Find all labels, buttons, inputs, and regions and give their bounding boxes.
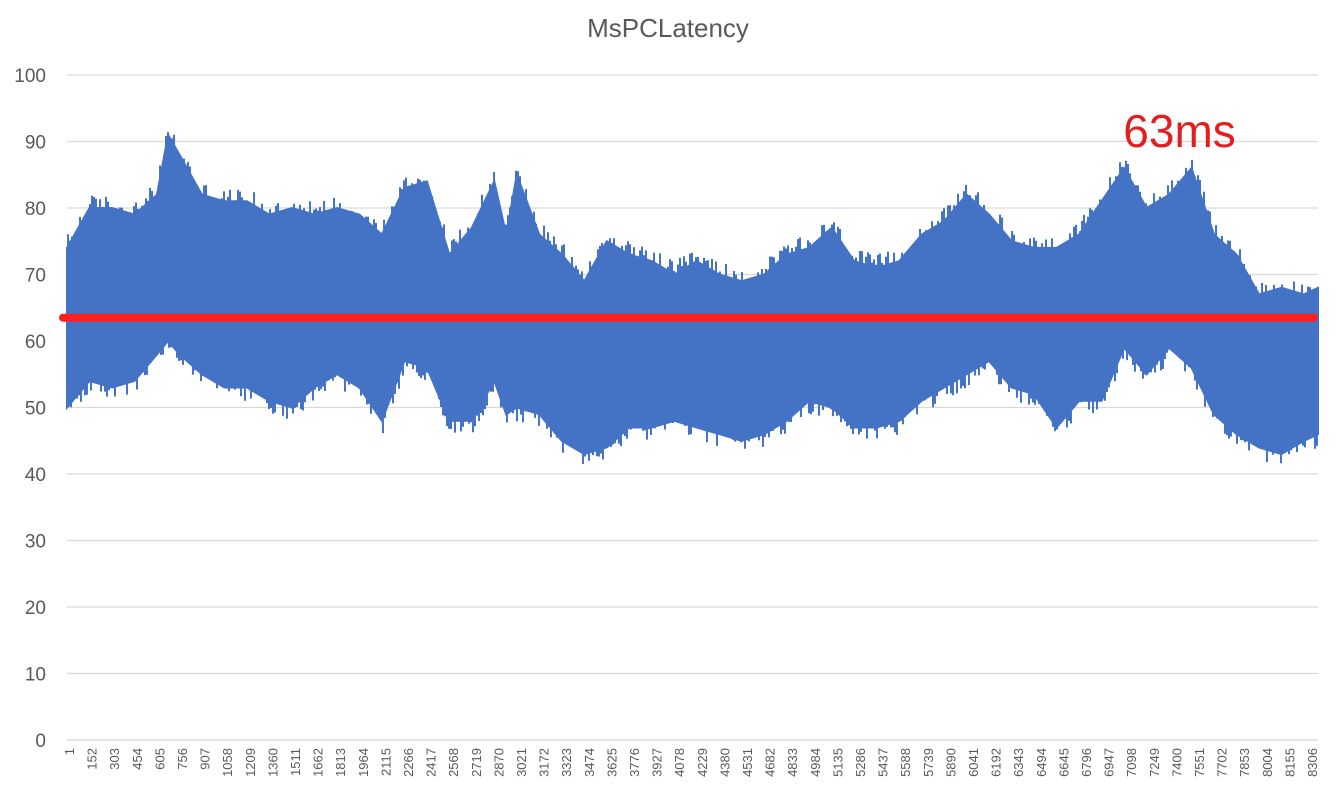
y-tick-label: 70 [25, 266, 46, 287]
x-tick-label: 4833 [785, 748, 800, 777]
y-tick-label: 50 [25, 399, 46, 420]
x-tick-label: 1360 [265, 748, 280, 777]
x-tick-label: 6947 [1102, 748, 1117, 777]
x-tick-label: 1662 [311, 748, 326, 777]
x-tick-label: 7098 [1124, 748, 1139, 777]
x-tick-label: 2115 [378, 748, 393, 776]
x-tick-label: 8306 [1305, 748, 1320, 777]
x-tick-label: 7249 [1147, 748, 1162, 777]
x-tick-label: 1058 [220, 748, 235, 777]
x-tick-label: 3021 [514, 748, 529, 777]
y-axis: 0 10 20 30 40 50 60 70 80 90 100 [14, 66, 46, 752]
x-tick-label: 5588 [898, 748, 913, 777]
x-tick-label: 4682 [763, 748, 778, 777]
x-tick-label: 605 [152, 748, 167, 770]
x-tick-label: 4531 [740, 748, 755, 777]
x-tick-label: 4078 [672, 748, 687, 777]
x-tick-label: 7853 [1237, 748, 1252, 777]
x-tick-label: 5739 [921, 748, 936, 777]
x-tick-label: 6796 [1079, 748, 1094, 777]
y-tick-label: 90 [25, 133, 46, 154]
x-tick-label: 5135 [830, 748, 845, 777]
x-tick-label: 6041 [966, 748, 981, 777]
x-tick-label: 2266 [401, 748, 416, 777]
x-tick-label: 7702 [1215, 748, 1230, 777]
x-tick-label: 1964 [356, 748, 371, 777]
x-tick-label: 2417 [424, 748, 439, 777]
x-tick-label: 756 [175, 748, 190, 770]
x-tick-label: 5890 [943, 748, 958, 777]
x-tick-label: 4984 [808, 748, 823, 777]
x-tick-label: 3927 [650, 748, 665, 777]
x-tick-label: 1511 [288, 748, 303, 776]
x-tick-label: 7551 [1192, 748, 1207, 777]
x-tick-label: 2719 [469, 748, 484, 777]
x-tick-label: 3172 [537, 748, 552, 777]
y-tick-label: 20 [25, 598, 46, 619]
y-tick-label: 10 [25, 665, 46, 686]
x-tick-label: 7400 [1169, 748, 1184, 777]
average-latency-label: 63ms [1123, 105, 1235, 157]
x-tick-label: 3474 [582, 748, 597, 777]
y-tick-label: 0 [35, 731, 46, 752]
y-tick-label: 40 [25, 465, 46, 486]
x-tick-label: 5286 [853, 748, 868, 777]
chart-title: MsPCLatency [587, 13, 749, 43]
series-layer [66, 132, 1319, 464]
x-tick-label: 4380 [717, 748, 732, 777]
y-tick-label: 30 [25, 532, 46, 553]
series-latency [66, 132, 1319, 464]
x-tick-label: 454 [130, 748, 145, 770]
x-tick-label: 303 [107, 748, 122, 770]
x-tick-label: 1 [62, 748, 77, 755]
series-line [67, 132, 1318, 464]
x-tick-label: 2870 [491, 748, 506, 777]
x-axis: 1 152 303 454 605 756 907 1058 1209 1360 1511 1662 1… [62, 739, 1320, 777]
x-tick-label: 2568 [446, 748, 461, 777]
y-tick-label: 60 [25, 332, 46, 353]
x-tick-label: 1209 [243, 748, 258, 777]
x-tick-label: 1813 [333, 748, 348, 777]
x-tick-label: 8004 [1260, 748, 1275, 777]
x-tick-label: 5437 [876, 748, 891, 777]
x-tick-label: 6494 [1034, 748, 1049, 777]
x-tick-label: 6645 [1056, 748, 1071, 777]
annotation-layer: 63ms [59, 105, 1318, 322]
x-tick-label: 8155 [1282, 748, 1297, 777]
y-tick-label: 80 [25, 199, 46, 220]
x-tick-label: 6343 [1011, 748, 1026, 777]
x-tick-label: 3776 [627, 748, 642, 777]
x-tick-label: 3323 [559, 748, 574, 777]
x-tick-label: 4229 [695, 748, 710, 777]
y-tick-label: 100 [14, 66, 46, 87]
x-tick-label: 907 [198, 748, 213, 770]
x-tick-label: 6192 [989, 748, 1004, 777]
x-tick-label: 3625 [604, 748, 619, 777]
x-tick-label: 152 [85, 748, 100, 770]
